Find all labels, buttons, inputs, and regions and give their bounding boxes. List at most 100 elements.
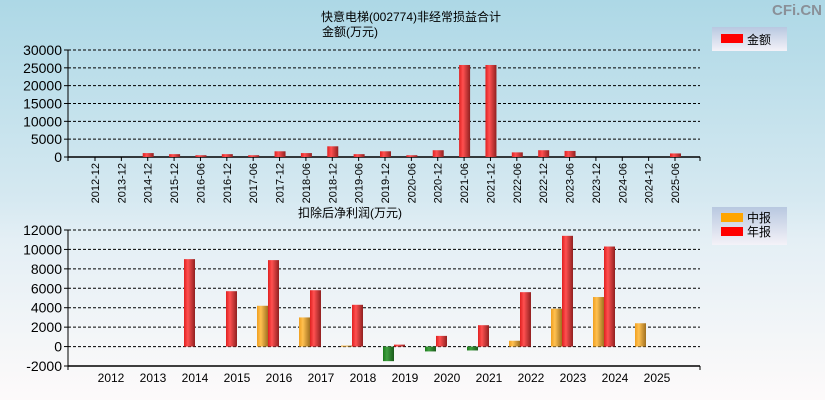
legend-label-interim: 中报	[747, 210, 771, 225]
x-tick-label: 2025-06	[670, 163, 682, 203]
x-tick-label: 2016	[266, 371, 293, 385]
x-tick-label: 2019-06	[354, 163, 366, 203]
x-tick-label: 2014	[182, 371, 209, 385]
bar-中报-2024	[593, 297, 604, 347]
x-tick-label: 2022-12	[538, 163, 550, 203]
bar-年报-2020	[436, 335, 447, 347]
x-tick-label: 2023-12	[591, 163, 603, 203]
bar-2017-06	[248, 155, 260, 157]
y-axis-label: 金额(万元)	[322, 24, 378, 39]
bar-2017-12	[274, 151, 286, 157]
x-tick-label: 2021-06	[459, 163, 471, 203]
legend-label-annual: 年报	[747, 224, 771, 239]
chart-bottom: 扣除后净利润(万元) -2000 0 2000 4000 6000 8000 10000 120…	[23, 205, 787, 385]
bar-中报-2016	[257, 305, 268, 347]
bar-2022-06	[511, 152, 523, 157]
watermark: CFi.CN	[772, 2, 822, 19]
x-tick-label: 2013	[140, 371, 167, 385]
x-tick-label: 2021-12	[485, 163, 497, 203]
y-tick-label: 25000	[23, 60, 62, 76]
y-tick-label: 5000	[31, 131, 62, 147]
bar-年报-2018	[352, 304, 363, 347]
x-tick-label: 2018	[350, 371, 377, 385]
y-tick-label: 10000	[23, 113, 62, 129]
x-tick-label: 2023	[560, 371, 587, 385]
bar-中报-2017	[299, 317, 310, 347]
legend-label-amount: 金额	[747, 32, 771, 47]
x-tick-label: 2017	[308, 371, 335, 385]
x-tick-label: 2025	[644, 371, 671, 385]
y-tick-label: -2000	[26, 358, 62, 374]
bar-中报-2018	[341, 345, 352, 347]
y-tick-label: 0	[54, 149, 62, 165]
bar-2016-12	[221, 154, 233, 157]
legend-swatch-amount	[721, 34, 743, 43]
y-tick-label: 10000	[23, 241, 62, 257]
y-tick-label: 12000	[23, 222, 62, 238]
bar-2021-12	[485, 64, 497, 157]
bar-2021-06	[459, 64, 471, 157]
bar-2018-12	[327, 146, 339, 157]
bar-年报-2015	[226, 291, 237, 347]
y-tick-label: 8000	[31, 261, 62, 277]
x-tick-label: 2020-06	[406, 163, 418, 203]
bar-2014-12	[142, 153, 154, 157]
bar-年报-2019	[394, 344, 405, 347]
bar-2019-12	[380, 151, 391, 157]
x-tick-label: 2019-12	[380, 163, 392, 203]
bar-年报-2017	[310, 290, 321, 347]
bar-中报-2021	[467, 346, 478, 351]
bar-2023-06	[564, 150, 576, 157]
x-tick-label: 2018-06	[301, 163, 313, 203]
x-tick-label: 2018-12	[327, 163, 339, 203]
y-tick-label: 20000	[23, 78, 62, 94]
bar-年报-2014	[184, 259, 195, 347]
bar-中报-2020	[425, 346, 436, 352]
bar-中报-2023	[551, 308, 562, 347]
bar-2019-06	[353, 154, 365, 157]
bar-中报-2025	[635, 323, 646, 347]
bar-2016-06	[195, 155, 207, 157]
x-tick-label: 2017-12	[275, 163, 287, 203]
bar-年报-2023	[562, 235, 573, 347]
x-tick-label: 2022-06	[512, 163, 524, 203]
x-tick-label: 2020	[434, 371, 461, 385]
legend-swatch-annual	[721, 227, 743, 236]
x-tick-label: 2015-12	[169, 163, 181, 203]
chart-title: 快意电梯(002774)非经常损益合计	[321, 9, 501, 24]
y-tick-label: 0	[54, 339, 62, 355]
x-tick-label: 2017-06	[248, 163, 260, 203]
chart-title: 扣除后净利润(万元)	[298, 205, 402, 220]
x-tick-label: 2022	[518, 371, 545, 385]
y-tick-label: 15000	[23, 96, 62, 112]
bar-2018-06	[300, 153, 312, 157]
y-tick-label: 6000	[31, 280, 62, 296]
y-tick-label: 4000	[31, 300, 62, 316]
x-tick-label: 2019	[392, 371, 419, 385]
x-tick-label: 2024-12	[644, 163, 656, 203]
x-tick-label: 2014-12	[143, 163, 155, 203]
y-tick-label: 30000	[23, 42, 62, 58]
bar-2015-12	[169, 154, 181, 157]
x-tick-label: 2016-12	[222, 163, 234, 203]
x-tick-label: 2024	[602, 371, 629, 385]
x-tick-label: 2015	[224, 371, 251, 385]
x-tick-label: 2021	[476, 371, 503, 385]
bar-年报-2021	[478, 325, 489, 347]
bar-2020-06	[406, 155, 418, 157]
x-tick-label: 2023-06	[565, 163, 577, 203]
x-tick-label: 2016-06	[195, 163, 207, 203]
bar-中报-2022	[509, 340, 520, 347]
bar-年报-2016	[268, 260, 279, 347]
legend-swatch-interim	[721, 213, 743, 222]
bar-2022-12	[538, 150, 550, 157]
x-tick-label: 2012	[98, 371, 125, 385]
bar-2020-12	[432, 150, 444, 157]
x-tick-label: 2012-12	[90, 163, 102, 203]
bar-中报-2019	[383, 346, 394, 362]
x-tick-label: 2013-12	[116, 163, 128, 203]
y-tick-label: 2000	[31, 319, 62, 335]
x-tick-label: 2020-12	[433, 163, 445, 203]
